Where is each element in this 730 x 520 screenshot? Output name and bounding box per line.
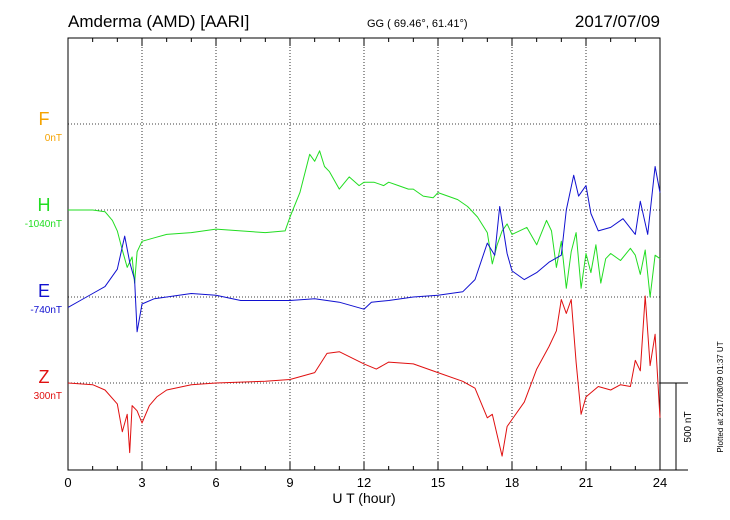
x-tick-label: 3 bbox=[138, 475, 145, 490]
scale-bar-label: 500 nT bbox=[683, 411, 694, 442]
channel-f-baseline: 0nT bbox=[45, 133, 62, 144]
plotted-at-note: Plotted at 2017/08/09 01:37 UT bbox=[716, 341, 725, 452]
date-label: 2017/07/09 bbox=[575, 12, 660, 31]
series-z-line bbox=[67, 295, 661, 457]
series-e-line bbox=[67, 166, 661, 333]
station-title: Amderma (AMD) [AARI] bbox=[68, 12, 249, 31]
channel-e-label: E bbox=[38, 281, 50, 301]
series-h-line bbox=[68, 150, 661, 298]
x-tick-label: 9 bbox=[286, 475, 293, 490]
grid-lines bbox=[68, 38, 660, 470]
channel-f-label: F bbox=[39, 109, 50, 129]
x-tick-label: 6 bbox=[212, 475, 219, 490]
channel-labels: F 0nT H -1040nT E -740nT Z 300nT bbox=[25, 109, 62, 402]
channel-e-baseline: -740nT bbox=[30, 305, 62, 316]
x-tick-label: 15 bbox=[431, 475, 445, 490]
x-tick-label: 0 bbox=[64, 475, 71, 490]
channel-z-label: Z bbox=[39, 367, 50, 387]
x-tick-label: 12 bbox=[357, 475, 371, 490]
x-axis: 0 3 6 9 12 15 18 21 24 bbox=[64, 38, 667, 490]
coordinates-label: GG ( 69.46°, 61.41°) bbox=[367, 18, 468, 30]
scale-bar: 500 nT bbox=[660, 382, 694, 471]
series-lines bbox=[67, 150, 661, 457]
channel-z-baseline: 300nT bbox=[34, 391, 62, 402]
channel-h-baseline: -1040nT bbox=[25, 219, 62, 230]
channel-h-label: H bbox=[38, 195, 51, 215]
x-tick-label: 24 bbox=[653, 475, 667, 490]
x-axis-title: U T (hour) bbox=[332, 490, 395, 506]
x-tick-label: 21 bbox=[579, 475, 593, 490]
x-tick-label: 18 bbox=[505, 475, 519, 490]
